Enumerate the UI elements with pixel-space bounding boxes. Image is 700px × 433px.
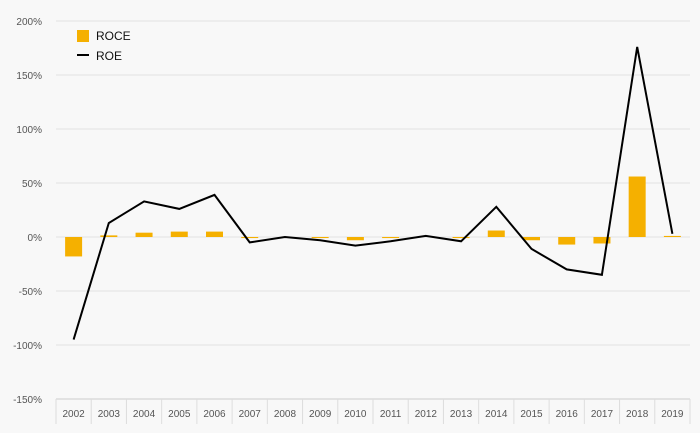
x-axis xyxy=(55,398,691,424)
x-tick-label: 2014 xyxy=(485,409,508,420)
y-tick-label: 150% xyxy=(16,71,42,82)
roce-bar xyxy=(170,231,188,237)
x-tick-label: 2007 xyxy=(239,409,262,420)
y-tick-label: 200% xyxy=(16,17,42,28)
roce-bar xyxy=(452,237,470,239)
x-tick-label: 2004 xyxy=(133,409,156,420)
y-axis-ticks: 200% 150% 100% 50% 0% -50% -100% -150% xyxy=(13,17,42,406)
legend-roe-label: ROE xyxy=(96,49,122,63)
x-tick-label: 2017 xyxy=(591,409,614,420)
x-tick-label: 2019 xyxy=(661,409,684,420)
x-tick-label: 2010 xyxy=(344,409,367,420)
x-tick-label: 2018 xyxy=(626,409,649,420)
x-tick-label: 2013 xyxy=(450,409,473,420)
x-tick-label: 2008 xyxy=(274,409,297,420)
roce-bar xyxy=(346,237,364,241)
roce-bar xyxy=(65,237,83,257)
roce-bar xyxy=(487,230,505,237)
roce-bar xyxy=(311,237,329,239)
legend: ROCE ROE xyxy=(77,29,131,63)
x-tick-label: 2015 xyxy=(520,409,543,420)
y-tick-label: 100% xyxy=(16,125,42,136)
x-tick-label: 2012 xyxy=(415,409,438,420)
x-axis-ticks: 2002 2003 2004 2005 2006 2007 2008 2009 2010 2011… xyxy=(62,409,683,420)
y-tick-label: 0% xyxy=(28,233,43,244)
roce-bar xyxy=(135,232,153,237)
legend-roce-swatch xyxy=(77,30,89,42)
roe-line-layer xyxy=(72,46,674,340)
roce-bar xyxy=(523,237,540,241)
x-tick-label: 2003 xyxy=(98,409,121,420)
x-tick-label: 2009 xyxy=(309,409,332,420)
roce-bar xyxy=(206,231,223,237)
roce-bar xyxy=(100,235,118,237)
roce-bar xyxy=(241,237,259,239)
y-tick-label: -100% xyxy=(13,341,42,352)
x-tick-label: 2006 xyxy=(203,409,226,420)
roce-bar xyxy=(663,235,681,237)
x-tick-label: 2016 xyxy=(556,409,579,420)
x-tick-label: 2005 xyxy=(168,409,191,420)
x-tick-label: 2011 xyxy=(380,409,402,420)
y-tick-label: 50% xyxy=(22,179,42,190)
roce-bar xyxy=(558,237,576,245)
y-tick-label: -150% xyxy=(13,395,42,406)
gridlines xyxy=(56,20,690,400)
roe-line xyxy=(72,46,674,340)
roce-bars xyxy=(65,176,681,257)
roce-bar xyxy=(628,176,646,237)
legend-roce-label: ROCE xyxy=(96,29,131,43)
roce-bar xyxy=(382,237,400,239)
y-tick-label: -50% xyxy=(19,287,42,298)
x-tick-label: 2002 xyxy=(62,409,85,420)
roce-bar xyxy=(593,237,611,244)
